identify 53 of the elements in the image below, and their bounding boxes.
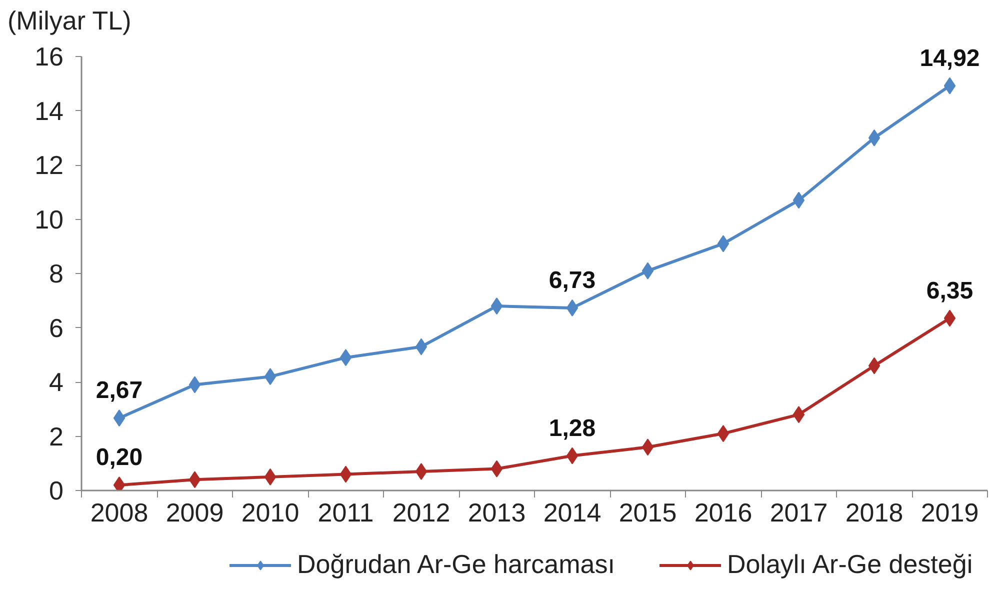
y-tick-label: 16	[34, 42, 64, 72]
y-tick-label: 10	[34, 204, 64, 234]
point	[944, 77, 956, 94]
point	[944, 310, 956, 327]
x-tick-label: 2015	[618, 498, 677, 528]
data-label: 0,20	[96, 444, 143, 472]
point	[490, 460, 503, 478]
legend-label: Doğrudan Ar-Ge harcaması	[297, 549, 615, 580]
point	[642, 438, 654, 456]
x-tick-label: 2013	[468, 498, 526, 528]
point	[415, 338, 428, 356]
point	[264, 368, 276, 386]
point	[717, 425, 730, 442]
point	[868, 129, 880, 146]
point	[264, 468, 276, 486]
y-axis-title: (Milyar TL)	[8, 6, 132, 36]
point	[113, 410, 126, 427]
point	[188, 376, 201, 394]
data-label: 14,92	[920, 44, 980, 72]
x-tick-label: 2009	[166, 498, 224, 528]
x-tick-label: 2016	[694, 498, 752, 528]
legend-label: Dolaylı Ar-Ge desteği	[726, 549, 973, 580]
point	[792, 192, 805, 209]
data-label: 2,67	[96, 377, 143, 404]
point	[188, 471, 201, 488]
y-tick-label: 6	[49, 312, 64, 343]
point	[340, 466, 352, 483]
point	[642, 262, 654, 280]
data-label: 6,73	[548, 266, 596, 294]
x-tick-label: 2017	[770, 498, 828, 528]
y-tick-label: 2	[49, 421, 64, 452]
point	[566, 299, 578, 316]
y-tick-label: 12	[34, 150, 64, 180]
data-label: 6,35	[926, 277, 974, 304]
y-tick-label: 4	[49, 367, 64, 397]
x-tick-label: 2014	[543, 498, 602, 528]
point	[415, 463, 428, 480]
x-tick-label: 2019	[920, 498, 979, 528]
point	[566, 447, 578, 464]
x-tick-label: 2010	[241, 498, 300, 528]
point	[868, 357, 880, 374]
x-tick-label: 2011	[318, 498, 374, 528]
x-tick-label: 2008	[90, 498, 148, 528]
y-tick-label: 14	[34, 96, 64, 126]
point	[717, 235, 730, 252]
data-label: 1,28	[548, 414, 596, 442]
x-tick-label: 2012	[392, 498, 450, 528]
point	[340, 349, 352, 366]
point	[490, 298, 503, 315]
y-tick-label: 8	[49, 258, 64, 288]
x-tick-label: 2018	[845, 498, 904, 528]
point	[792, 406, 805, 424]
y-tick-label: 0	[49, 476, 64, 506]
